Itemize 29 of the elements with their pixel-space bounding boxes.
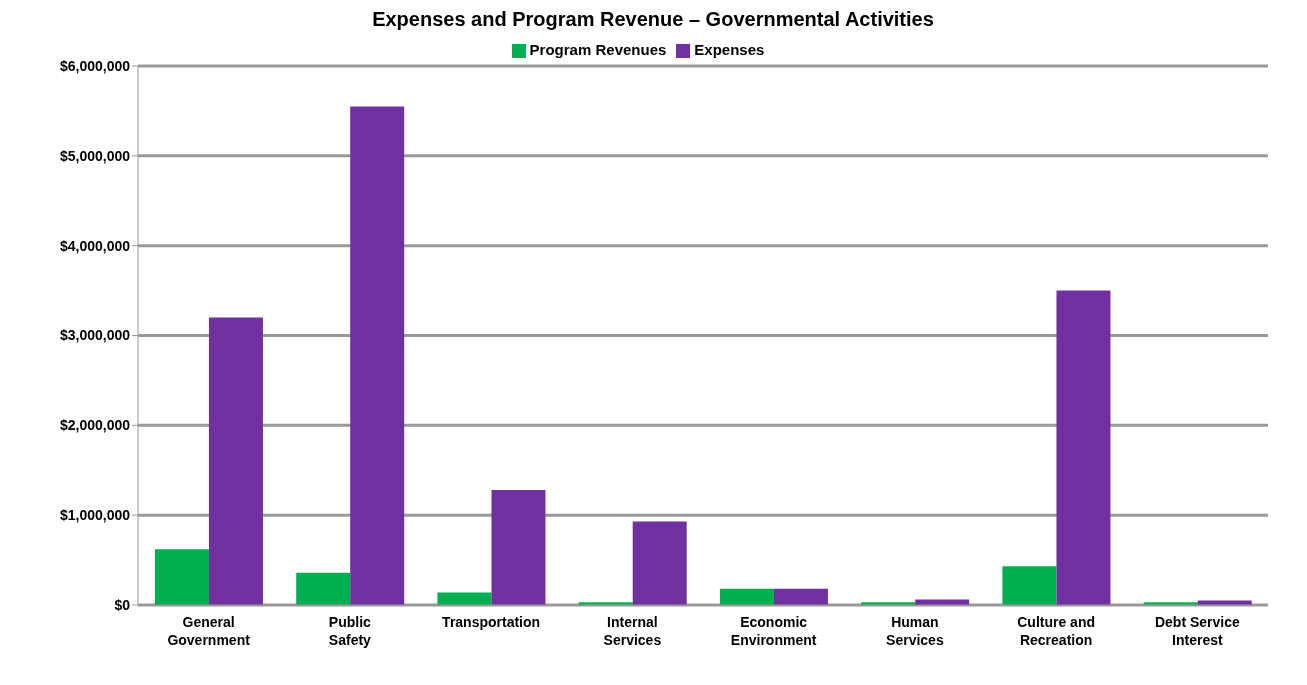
y-tick-label: $3,000,000 [59,327,131,344]
y-tick-label: $1,000,000 [59,507,131,524]
x-tick-label: Public Safety [328,614,372,648]
x-tick-label: Debt Service Interest [1154,614,1240,648]
bar [437,592,492,605]
y-tick-label: $5,000,000 [59,147,131,164]
x-tick-label: General Government [167,614,251,648]
bar [1002,566,1057,605]
legend-label: Expenses [694,41,765,58]
bar [1056,290,1111,605]
legend-label: Program Revenues [529,41,667,58]
x-tick-label: Transportation [442,614,541,630]
y-tick-label: $0 [114,596,131,613]
x-tick-label: Economic Environment [730,614,817,648]
chart-title: Expenses and Program Revenue – Governmental Activities [371,8,935,31]
bar [773,588,828,605]
bar [350,106,405,605]
y-tick-label: $6,000,000 [59,58,131,74]
x-tick-label: Internal Services [603,614,662,648]
x-tick-label: Human Services [886,614,944,648]
bar [632,521,687,605]
bar [491,490,546,605]
y-tick-label: $2,000,000 [59,417,131,434]
bar [719,588,774,605]
y-tick-label: $4,000,000 [59,237,131,254]
x-tick-label: Culture and Recreation [1017,614,1096,648]
bar [154,549,209,605]
bar [296,572,351,605]
bar [208,317,263,605]
